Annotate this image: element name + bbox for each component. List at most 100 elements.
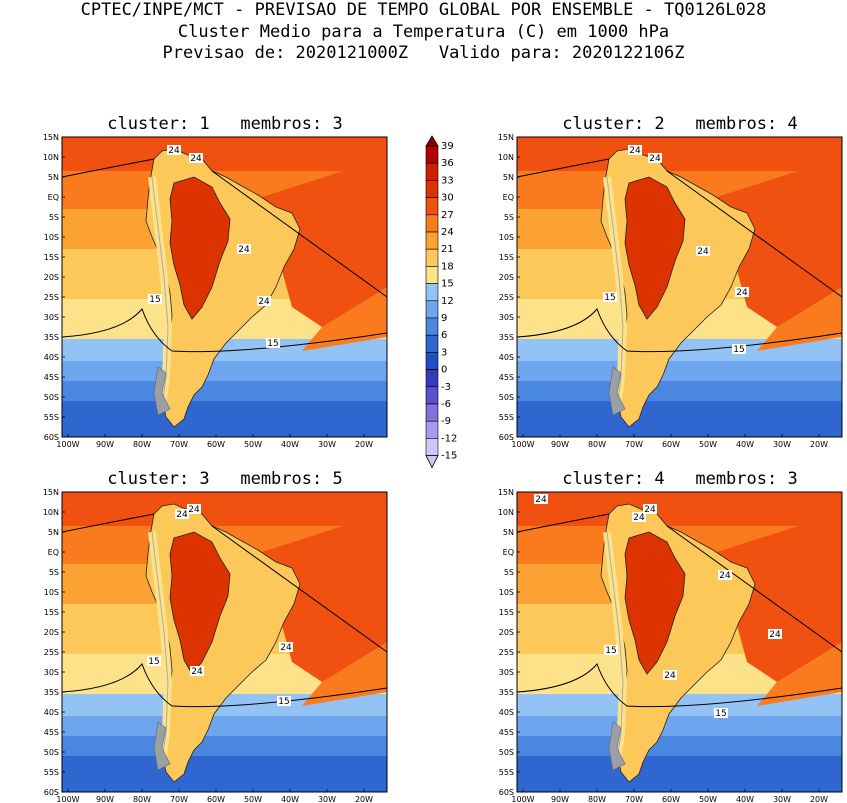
temperature-band [517, 381, 842, 401]
map-frame [61, 136, 388, 438]
lat-tick-label: 5S [49, 213, 59, 222]
colorbar-label: 36 [441, 158, 454, 169]
contour-label: 15 [605, 646, 616, 656]
lat-tick-label: 5S [49, 568, 59, 577]
lat-tick-label: 40S [499, 353, 514, 362]
colorbar-swatch [425, 317, 439, 336]
colorbar-label: 9 [441, 313, 447, 324]
contour-label: 24 [649, 154, 661, 164]
lat-tick-label: 40S [499, 708, 514, 717]
lat-tick-label: 5N [48, 173, 59, 182]
lat-tick-label: EQ [503, 548, 514, 557]
lon-tick-label: 80W [588, 440, 606, 449]
lat-tick-label: 10N [43, 153, 59, 162]
contour-label: 15 [278, 697, 289, 707]
contour-label-bg [175, 509, 189, 519]
lon-tick-label: 20W [355, 795, 373, 803]
lon-tick-label: 70W [625, 440, 643, 449]
lon-tick-label: 90W [96, 440, 114, 449]
lon-tick-label: 50W [699, 440, 717, 449]
colorbar-label: 30 [441, 193, 454, 204]
lon-tick-label: 70W [625, 795, 643, 803]
colorbar-swatch [425, 283, 439, 302]
header-line-1: CPTEC/INPE/MCT - PREVISAO DE TEMPO GLOBA… [80, 0, 767, 20]
colorbar-label: -3 [441, 382, 451, 393]
colorbar-swatch [425, 386, 439, 405]
lat-tick-label: 45S [44, 728, 59, 737]
contour-label-bg [190, 666, 204, 676]
lon-tick-label: 40W [736, 795, 754, 803]
contour-label: 24 [644, 505, 656, 515]
contour-label-bg [768, 629, 782, 639]
contour-label-bg [189, 153, 203, 163]
colorbar-label: 39 [441, 141, 454, 152]
contour-15 [61, 308, 388, 353]
lat-tick-label: 60S [44, 433, 59, 442]
lat-tick-label: 50S [44, 748, 59, 757]
lon-tick-label: 20W [810, 795, 828, 803]
lat-tick-label: 10S [499, 233, 514, 242]
patagonia-islands [608, 366, 626, 416]
colorbar-top-arrow [425, 135, 439, 147]
contour-label-bg [648, 153, 662, 163]
contour-label-bg [279, 642, 293, 652]
temperature-band [62, 339, 387, 361]
lon-tick-label: 100W [511, 795, 534, 803]
contour-label-bg [257, 296, 271, 306]
colorbar-swatch [425, 214, 439, 233]
temperature-band [62, 716, 387, 736]
contour-label-bg [718, 570, 732, 580]
temperature-band [262, 512, 387, 682]
lat-tick-label: 15N [498, 133, 514, 142]
contour-label: 15 [267, 339, 278, 349]
lat-tick-label: 20S [499, 273, 514, 282]
lat-tick-label: 25S [44, 293, 59, 302]
temperature-band [62, 756, 387, 792]
temperature-band [62, 401, 387, 437]
temperature-band [757, 287, 842, 351]
temperature-band [517, 339, 842, 361]
contour-label: 15 [149, 295, 160, 305]
contour-label: 24 [664, 671, 676, 681]
lon-tick-label: 50W [244, 795, 262, 803]
contour-label-bg [735, 287, 749, 297]
lat-tick-label: 50S [44, 393, 59, 402]
contour-24 [61, 158, 388, 298]
contour-label-bg [732, 344, 746, 354]
lat-tick-label: 30S [499, 668, 514, 677]
lat-tick-label: 40S [44, 353, 59, 362]
lon-tick-label: 90W [96, 795, 114, 803]
map-frame [516, 136, 843, 438]
lat-tick-label: 5S [504, 213, 514, 222]
lat-tick-label: 55S [499, 768, 514, 777]
lat-tick-label: 50S [499, 748, 514, 757]
lat-tick-label: 40S [44, 708, 59, 717]
lat-tick-label: 60S [499, 433, 514, 442]
lat-tick-label: EQ [48, 548, 59, 557]
contour-label-bg [147, 656, 161, 666]
contour-15 [516, 663, 843, 708]
contour-label-bg [714, 708, 728, 718]
colorbar-swatch [425, 162, 439, 181]
lat-tick-label: 25S [499, 648, 514, 657]
lon-tick-label: 40W [281, 795, 299, 803]
contour-label-bg [628, 145, 642, 155]
contour-24 [61, 513, 388, 653]
contour-label-bg [148, 294, 162, 304]
temperature-band [262, 157, 387, 327]
lat-tick-label: 30S [44, 313, 59, 322]
lon-tick-label: 90W [551, 795, 569, 803]
lon-tick-label: 60W [662, 440, 680, 449]
lon-tick-label: 30W [318, 440, 336, 449]
panel-4-title: cluster: 4 membros: 3 [562, 469, 798, 489]
lat-tick-label: 15N [43, 133, 59, 142]
temperature-band [717, 157, 842, 327]
temperature-band [62, 381, 387, 401]
lat-tick-label: 20S [44, 273, 59, 282]
lat-tick-label: 15S [499, 253, 514, 262]
colorbar-label: 27 [441, 210, 454, 221]
lat-tick-label: EQ [48, 193, 59, 202]
contour-label: 24 [697, 247, 709, 257]
colorbar-label: 6 [441, 330, 447, 341]
colorbar-swatch [425, 352, 439, 370]
